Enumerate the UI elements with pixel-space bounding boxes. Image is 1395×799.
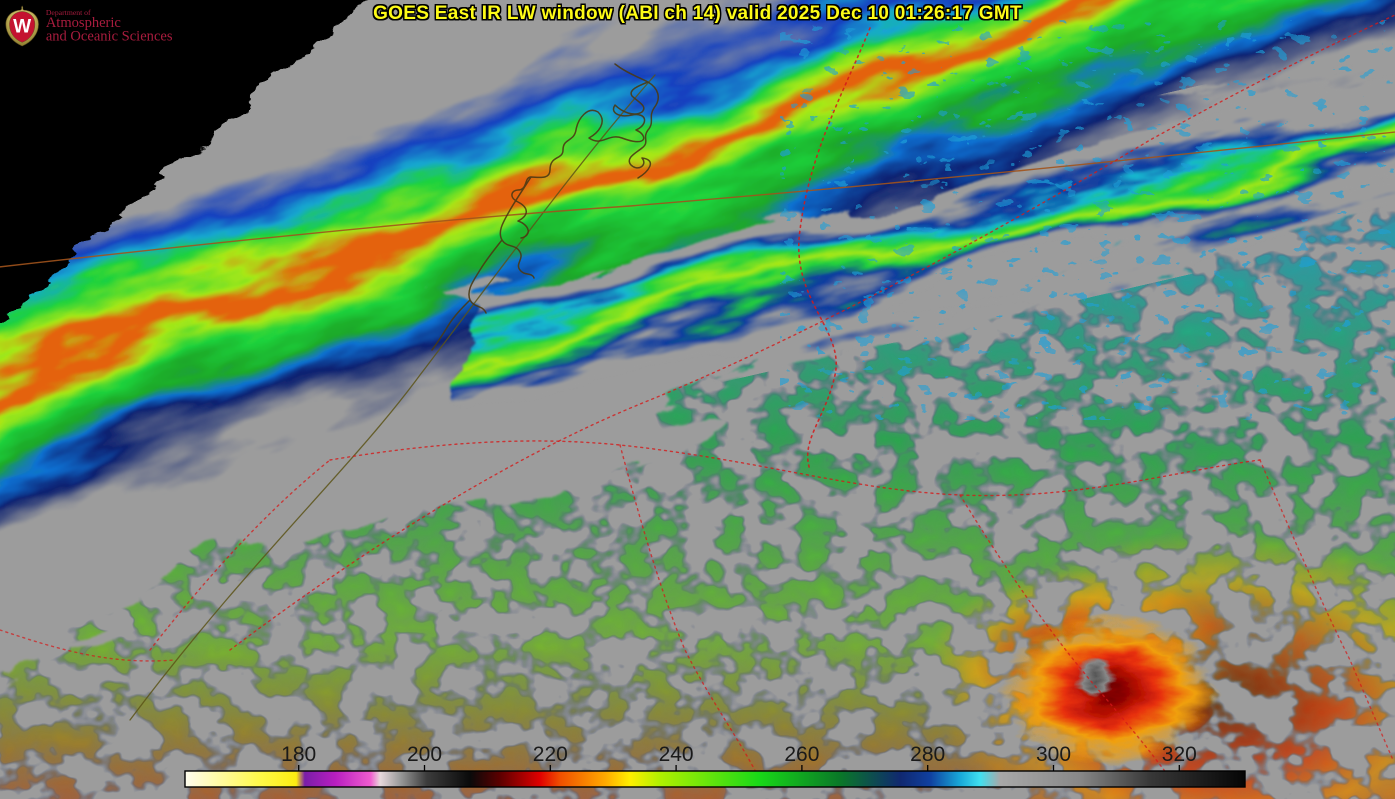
svg-text:and Oceanic Sciences: and Oceanic Sciences xyxy=(46,29,173,45)
svg-text:W: W xyxy=(13,16,31,37)
